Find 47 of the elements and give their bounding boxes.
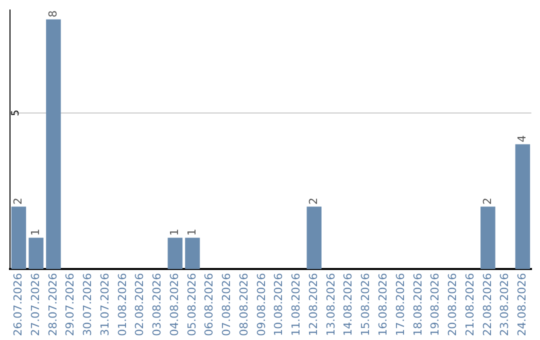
x-tick-label: 13.08.2026 [324, 273, 338, 336]
x-tick-label: 24.08.2026 [516, 273, 529, 336]
x-tick-label: 19.08.2026 [428, 273, 442, 336]
x-tick-label: 23.08.2026 [498, 273, 512, 336]
bar [306, 206, 322, 270]
x-tick-label: 09.08.2026 [254, 273, 268, 336]
data-label: 4 [516, 135, 529, 142]
x-tick-label: 14.08.2026 [342, 273, 355, 336]
x-tick-label: 27.07.2026 [28, 273, 42, 336]
x-tick-label: 28.07.2026 [46, 273, 60, 336]
data-label: 1 [185, 228, 198, 236]
data-label: 2 [480, 198, 494, 205]
x-tick-label: 30.07.2026 [81, 273, 94, 336]
x-tick-label: 04.08.2026 [168, 273, 181, 336]
x-tick-label: 17.08.2026 [394, 273, 407, 336]
x-tick-label: 08.08.2026 [237, 273, 250, 336]
x-tick-label: 05.08.2026 [185, 273, 198, 336]
x-tick-label: 06.08.2026 [202, 273, 216, 336]
x-tick-label: 31.07.2026 [98, 273, 112, 336]
data-label: 8 [46, 10, 60, 18]
x-tick-label: 15.08.2026 [359, 273, 372, 336]
x-tick-label: 07.08.2026 [220, 273, 234, 336]
bar [11, 206, 26, 270]
bar [46, 19, 61, 270]
x-tick-label: 11.08.2026 [290, 273, 303, 336]
bar [28, 238, 44, 270]
x-tick-label: 18.08.2026 [411, 273, 424, 336]
x-tick-label: 21.08.2026 [463, 273, 476, 336]
bar [185, 238, 200, 270]
data-label: 2 [306, 198, 320, 205]
x-tick-label: 10.08.2026 [272, 273, 286, 336]
x-tick-label: 22.08.2026 [480, 273, 494, 336]
x-tick-label: 03.08.2026 [150, 273, 164, 336]
x-tick-label: 01.08.2026 [116, 273, 129, 336]
data-label: 1 [168, 228, 181, 236]
x-tick-label: 12.08.2026 [306, 273, 320, 336]
data-label: 2 [12, 198, 25, 205]
x-tick-label: 26.07.2026 [12, 273, 25, 336]
y-tick-label: 5 [10, 110, 22, 116]
x-tick-label: 20.08.2026 [446, 273, 460, 336]
bar [515, 144, 530, 270]
bar [480, 206, 496, 270]
data-label: 1 [28, 228, 42, 236]
x-tick-label: 29.07.2026 [64, 273, 77, 336]
x-tick-label: 16.08.2026 [376, 273, 390, 336]
x-tick-label: 02.08.2026 [133, 273, 146, 336]
bar [168, 238, 182, 270]
